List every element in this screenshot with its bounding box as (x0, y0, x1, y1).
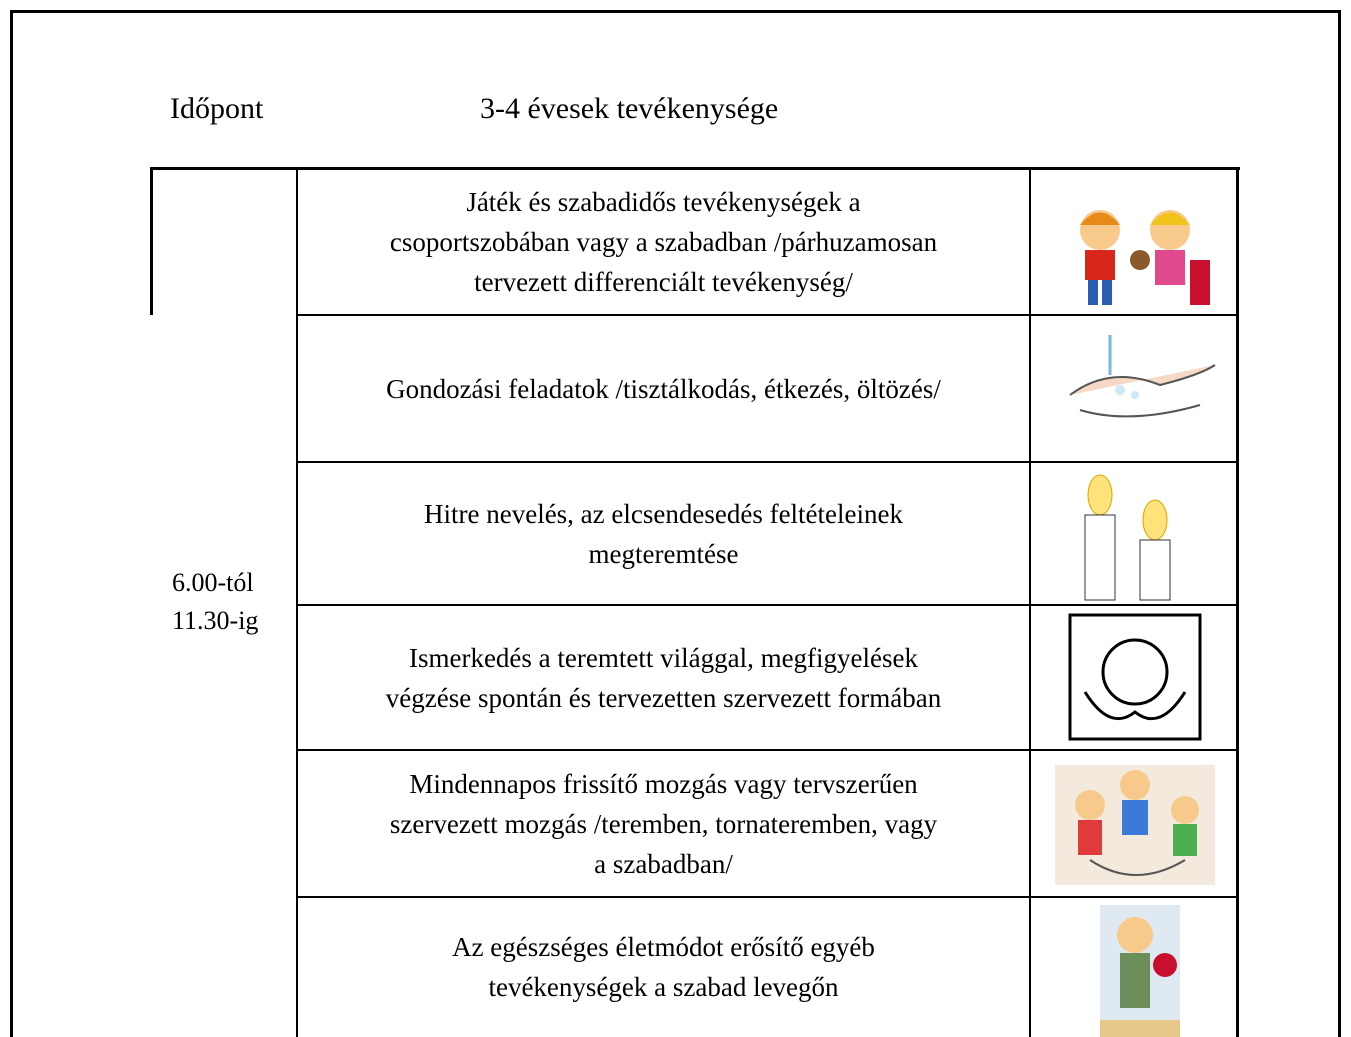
frame-right (1338, 10, 1341, 1037)
row-separator (297, 314, 1238, 316)
activity-text: csoportszobában vagy a szabadban /párhuz… (389, 226, 938, 257)
handwash-illustration (1069, 335, 1216, 418)
activity-text: Gondozási feladatok /tisztálkodás, étkez… (386, 373, 941, 404)
activity-text: tevékenységek a szabad levegőn (488, 972, 839, 1002)
activity-text: tervezett differenciált tevékenység/ (474, 266, 853, 297)
activity-cell: Hitre nevelés, az elcsendesedés feltétel… (297, 462, 1030, 605)
activity-cell: Ismerkedés a teremtett világgal, megfigy… (297, 605, 1030, 750)
frame-left (10, 10, 13, 1037)
jumping-children-illustration (1055, 765, 1215, 885)
activity-text: Ismerkedés a teremtett világgal, megfigy… (408, 642, 919, 673)
activity-text: szervezett mozgás /teremben, tornateremb… (389, 808, 938, 839)
children-illustration (1080, 210, 1210, 305)
activity-text: végzése spontán és tervezetten szervezet… (385, 682, 942, 713)
activity-cell: Mindennapos frissítő mozgás vagy tervsze… (297, 750, 1030, 897)
row-separator (297, 604, 1238, 606)
time-to: 11.30-ig (172, 606, 259, 635)
frame-top (10, 10, 1341, 13)
activity-text: Játék és szabadidős tevékenységek a (466, 186, 861, 217)
activity-cell: Gondozási feladatok /tisztálkodás, étkez… (297, 315, 1030, 462)
row-separator (297, 749, 1238, 751)
activity-text: Az egészséges életmódot erősítő egyéb (452, 932, 875, 962)
row-separator (297, 896, 1238, 898)
world-hands-illustration (1068, 613, 1202, 741)
table-top (150, 167, 1240, 170)
header-time: Időpont (170, 92, 264, 125)
row-separator (297, 461, 1238, 463)
candles-illustration (1084, 474, 1171, 601)
column-line (296, 167, 298, 1037)
activity-text: Hitre nevelés, az elcsendesedés feltétel… (424, 498, 903, 529)
header-activity: 3-4 évesek tevékenysége (480, 92, 779, 125)
activity-cell: Játék és szabadidős tevékenységek a csopo… (297, 168, 1030, 315)
time-from: 6.00-tól (172, 568, 254, 597)
activity-cell: Az egészséges életmódot erősítő egyéb tev… (297, 897, 1030, 1037)
column-line (1029, 167, 1031, 1037)
activity-text: megteremtése (588, 538, 739, 569)
activity-text: a szabadban/ (594, 848, 733, 879)
table-right (1236, 167, 1239, 1037)
child-outdoor-illustration (1100, 905, 1180, 1037)
table-left (150, 167, 153, 315)
activity-text: Mindennapos frissítő mozgás vagy tervsze… (409, 768, 918, 799)
